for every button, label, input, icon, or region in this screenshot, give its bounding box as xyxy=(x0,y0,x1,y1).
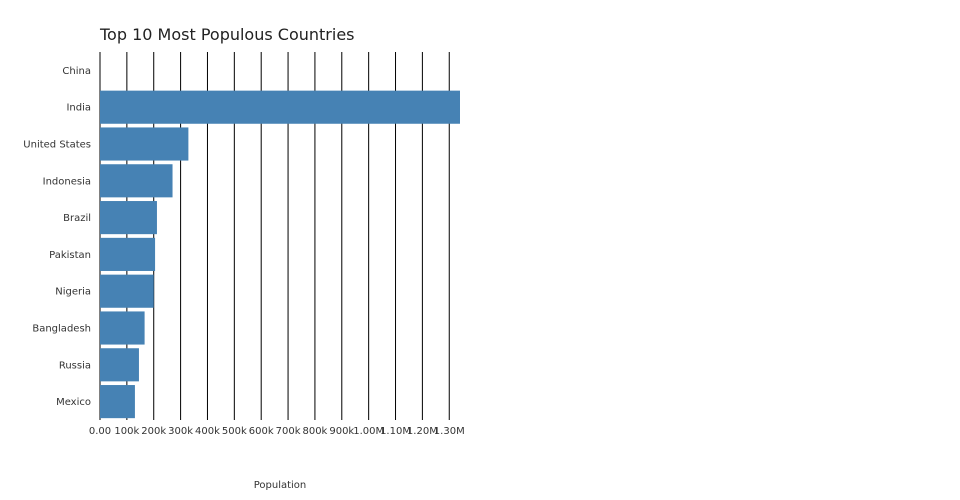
y-tick-label: Nigeria xyxy=(55,287,91,298)
x-tick-label: 600k xyxy=(249,426,274,437)
x-tick-label: 700k xyxy=(276,426,301,437)
x-tick-label: 500k xyxy=(222,426,247,437)
y-tick-label: Bangladesh xyxy=(32,324,91,335)
x-tick-label: 400k xyxy=(195,426,220,437)
y-tick-label: India xyxy=(66,103,91,114)
y-tick-label: United States xyxy=(23,140,91,151)
bar-bangladesh xyxy=(100,311,145,345)
x-tick-label: 1.00M xyxy=(353,426,384,437)
y-tick-label: China xyxy=(62,66,91,77)
x-tick-label: 1.20M xyxy=(407,426,438,437)
x-tick-label: 100k xyxy=(114,426,139,437)
y-tick-label: Pakistan xyxy=(49,250,91,261)
x-axis-ticks: 0.00 100k 200k 300k 400k 500k 600k 700k 800k 900k… xyxy=(89,426,465,437)
y-tick-label: Brazil xyxy=(63,213,91,224)
x-tick-label: 200k xyxy=(141,426,166,437)
x-tick-label: 1.10M xyxy=(380,426,411,437)
bar-pakistan xyxy=(100,237,156,271)
bar-united-states xyxy=(100,127,189,161)
bars xyxy=(100,90,460,419)
bar-mexico xyxy=(100,385,135,419)
x-tick-label: 0.00 xyxy=(89,426,111,437)
y-axis-ticks: China India United States Indonesia Brazil Pa… xyxy=(23,66,91,408)
bar-nigeria xyxy=(100,274,154,308)
bar-india xyxy=(100,90,460,124)
x-tick-label: 1.30M xyxy=(434,426,465,437)
bar-indonesia xyxy=(100,164,173,198)
x-tick-label: 800k xyxy=(302,426,327,437)
y-tick-label: Russia xyxy=(59,360,91,371)
x-axis-label: Population xyxy=(254,480,307,491)
bar-brazil xyxy=(100,201,157,235)
chart-title: Top 10 Most Populous Countries xyxy=(99,25,355,44)
bar-russia xyxy=(100,348,139,382)
x-tick-label: 900k xyxy=(329,426,354,437)
x-tick-label: 300k xyxy=(168,426,193,437)
y-tick-label: Indonesia xyxy=(43,176,91,187)
y-tick-label: Mexico xyxy=(56,397,91,408)
